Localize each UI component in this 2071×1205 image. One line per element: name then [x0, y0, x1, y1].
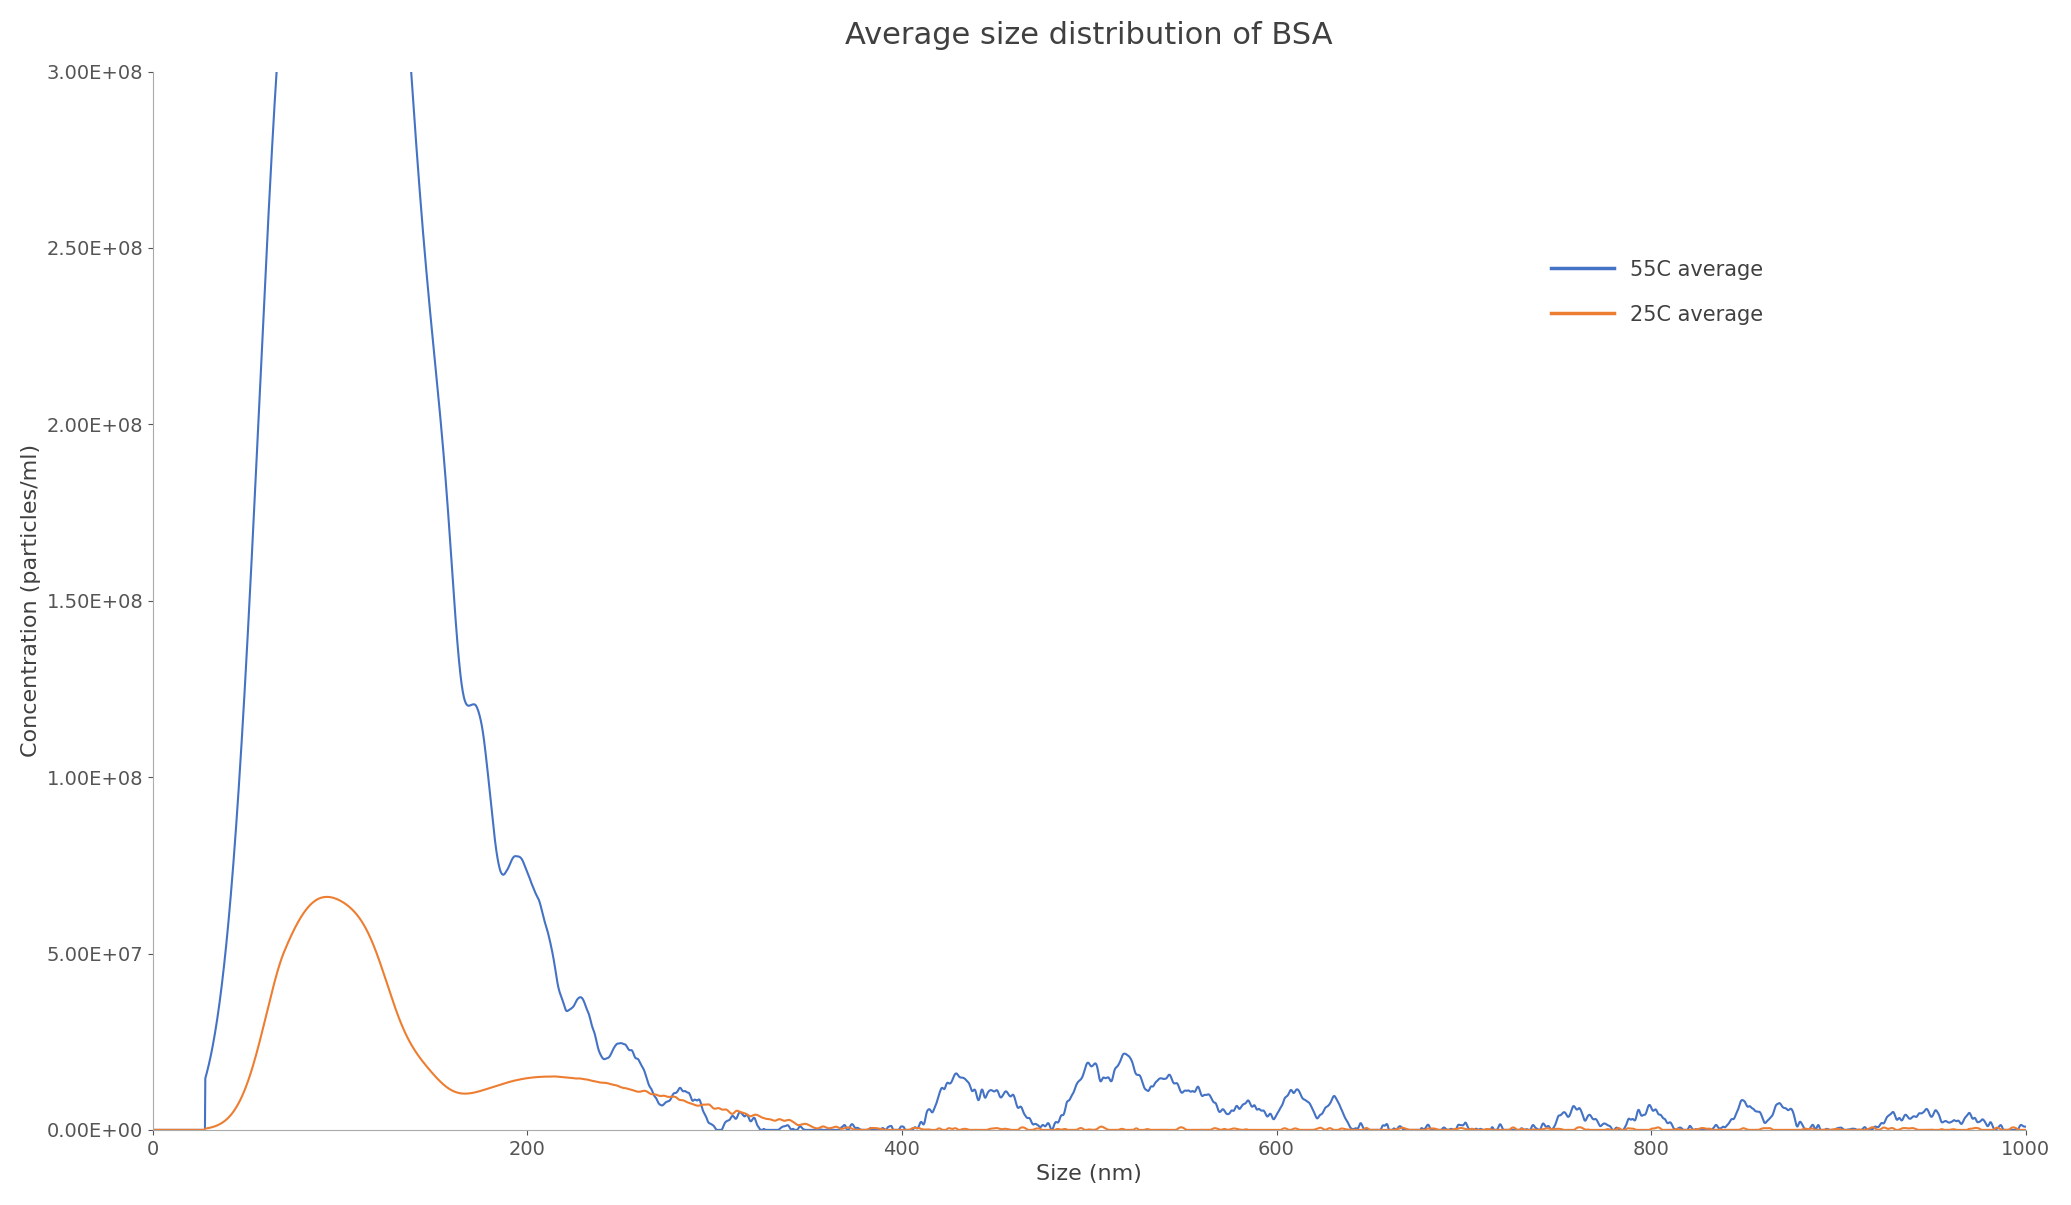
25C average: [1263, 1123, 1288, 1138]
25C average: [855, 1122, 880, 1136]
Line: 25C average: 25C average: [153, 897, 2025, 1130]
55C average: [1539, 1122, 1564, 1136]
55C average: [1263, 1107, 1288, 1122]
25C average: [480, 1080, 505, 1094]
Line: 55C average: 55C average: [153, 0, 2025, 1130]
55C average: [480, 819, 505, 834]
25C average: [1359, 1123, 1383, 1138]
55C average: [1680, 1122, 1704, 1136]
Legend: 55C average, 25C average: 55C average, 25C average: [1543, 252, 1771, 333]
25C average: [2013, 1123, 2038, 1138]
25C average: [141, 1123, 166, 1138]
55C average: [1359, 1123, 1383, 1138]
55C average: [2013, 1119, 2038, 1134]
55C average: [141, 1123, 166, 1138]
25C average: [1680, 1122, 1704, 1136]
Y-axis label: Concentration (particles/ml): Concentration (particles/ml): [21, 445, 41, 757]
25C average: [1539, 1122, 1564, 1136]
25C average: [315, 889, 340, 904]
X-axis label: Size (nm): Size (nm): [1036, 1164, 1143, 1185]
Title: Average size distribution of BSA: Average size distribution of BSA: [845, 20, 1334, 49]
55C average: [855, 1123, 880, 1138]
